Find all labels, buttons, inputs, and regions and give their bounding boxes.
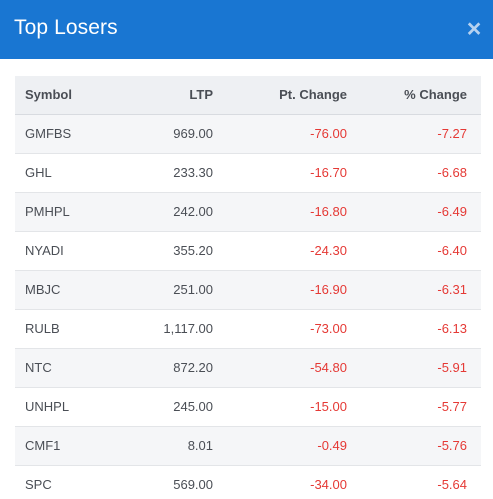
pct-change-cell: -5.76 bbox=[347, 426, 481, 466]
pt-change-cell: -76.00 bbox=[213, 114, 347, 154]
table-row[interactable]: CMF1 8.01 -0.49 -5.76 bbox=[15, 426, 481, 466]
ltp-cell: 969.00 bbox=[119, 114, 213, 154]
column-header-symbol[interactable]: Symbol bbox=[15, 76, 119, 115]
ltp-cell: 233.30 bbox=[119, 153, 213, 193]
ltp-cell: 872.20 bbox=[119, 348, 213, 388]
pct-change-cell: -7.27 bbox=[347, 114, 481, 154]
table-header-row: Symbol LTP Pt. Change % Change bbox=[15, 76, 481, 115]
symbol-cell[interactable]: MBJC bbox=[15, 270, 119, 310]
pct-change-cell: -5.77 bbox=[347, 387, 481, 427]
pct-change-cell: -6.49 bbox=[347, 192, 481, 232]
table-row[interactable]: UNHPL 245.00 -15.00 -5.77 bbox=[15, 387, 481, 427]
pt-change-cell: -16.80 bbox=[213, 192, 347, 232]
pt-change-cell: -0.49 bbox=[213, 426, 347, 466]
table-row[interactable]: SPC 569.00 -34.00 -5.64 bbox=[15, 465, 481, 499]
pt-change-cell: -24.30 bbox=[213, 231, 347, 271]
table-row[interactable]: PMHPL 242.00 -16.80 -6.49 bbox=[15, 192, 481, 232]
pct-change-cell: -6.13 bbox=[347, 309, 481, 349]
ltp-cell: 1,117.00 bbox=[119, 309, 213, 349]
pt-change-cell: -54.80 bbox=[213, 348, 347, 388]
table-row[interactable]: GHL 233.30 -16.70 -6.68 bbox=[15, 153, 481, 193]
table-row[interactable]: NYADI 355.20 -24.30 -6.40 bbox=[15, 231, 481, 271]
pct-change-cell: -6.40 bbox=[347, 231, 481, 271]
modal-header: Top Losers × bbox=[0, 0, 493, 59]
column-header-ltp[interactable]: LTP bbox=[119, 76, 213, 115]
symbol-cell[interactable]: CMF1 bbox=[15, 426, 119, 466]
column-header-pct-change[interactable]: % Change bbox=[347, 76, 481, 115]
table-row[interactable]: GMFBS 969.00 -76.00 -7.27 bbox=[15, 114, 481, 154]
ltp-cell: 251.00 bbox=[119, 270, 213, 310]
pct-change-cell: -5.91 bbox=[347, 348, 481, 388]
table-row[interactable]: NTC 872.20 -54.80 -5.91 bbox=[15, 348, 481, 388]
symbol-cell[interactable]: GHL bbox=[15, 153, 119, 193]
ltp-cell: 355.20 bbox=[119, 231, 213, 271]
ltp-cell: 245.00 bbox=[119, 387, 213, 427]
ltp-cell: 8.01 bbox=[119, 426, 213, 466]
symbol-cell[interactable]: NYADI bbox=[15, 231, 119, 271]
table-row[interactable]: MBJC 251.00 -16.90 -6.31 bbox=[15, 270, 481, 310]
losers-table: Symbol LTP Pt. Change % Change GMFBS 969… bbox=[15, 76, 481, 499]
pct-change-cell: -6.68 bbox=[347, 153, 481, 193]
symbol-cell[interactable]: UNHPL bbox=[15, 387, 119, 427]
ltp-cell: 242.00 bbox=[119, 192, 213, 232]
ltp-cell: 569.00 bbox=[119, 465, 213, 499]
close-icon[interactable]: × bbox=[466, 15, 482, 43]
pt-change-cell: -16.70 bbox=[213, 153, 347, 193]
symbol-cell[interactable]: NTC bbox=[15, 348, 119, 388]
losers-table-container: Symbol LTP Pt. Change % Change GMFBS 969… bbox=[15, 76, 481, 499]
table-row[interactable]: RULB 1,117.00 -73.00 -6.13 bbox=[15, 309, 481, 349]
symbol-cell[interactable]: RULB bbox=[15, 309, 119, 349]
symbol-cell[interactable]: GMFBS bbox=[15, 114, 119, 154]
column-header-pt-change[interactable]: Pt. Change bbox=[213, 76, 347, 115]
pt-change-cell: -16.90 bbox=[213, 270, 347, 310]
pct-change-cell: -6.31 bbox=[347, 270, 481, 310]
pt-change-cell: -73.00 bbox=[213, 309, 347, 349]
pt-change-cell: -34.00 bbox=[213, 465, 347, 499]
pct-change-cell: -5.64 bbox=[347, 465, 481, 499]
modal-title: Top Losers bbox=[14, 16, 118, 39]
symbol-cell[interactable]: PMHPL bbox=[15, 192, 119, 232]
pt-change-cell: -15.00 bbox=[213, 387, 347, 427]
symbol-cell[interactable]: SPC bbox=[15, 465, 119, 499]
